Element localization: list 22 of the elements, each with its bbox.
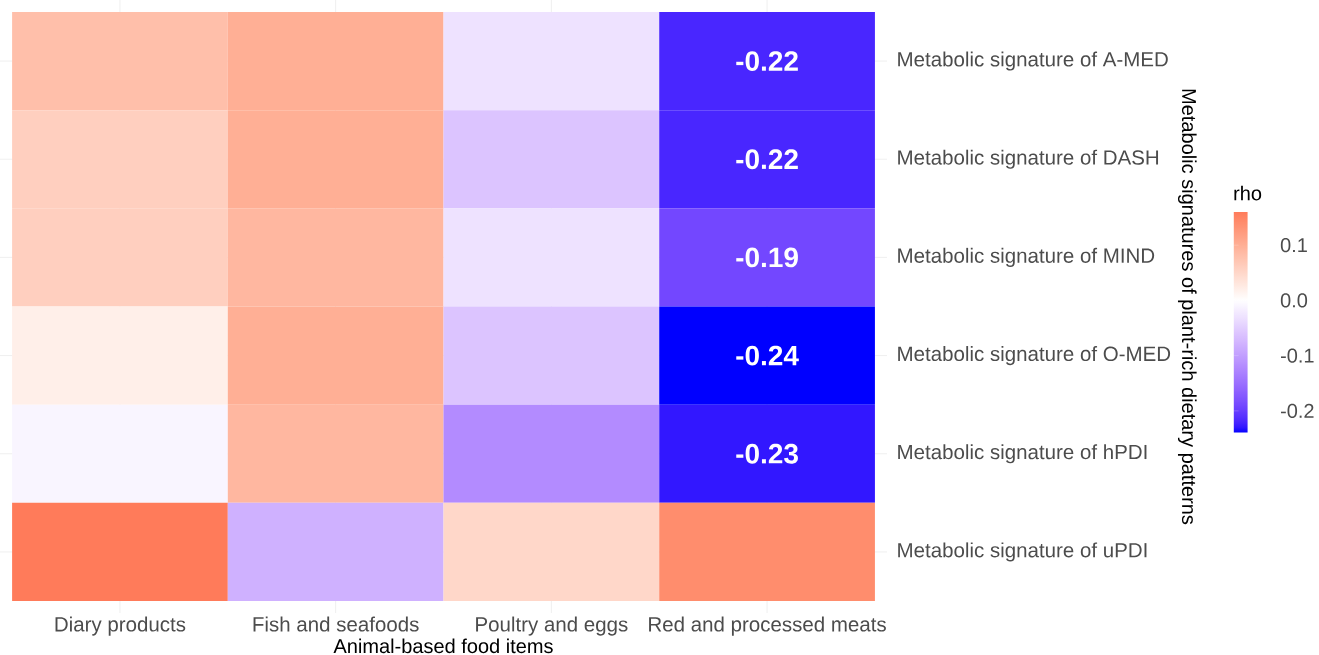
x-tick-label: Red and processed meats [649, 616, 886, 636]
color-bar-label: 0.0 [1280, 293, 1308, 308]
y-tick-label: Metabolic signature of MIND [898, 247, 1155, 267]
y-tick-label: Metabolic signature of uPDI [898, 542, 1147, 562]
x-tick-label: Diary products [55, 616, 186, 636]
y-tick-label: Metabolic signature of A-MED [898, 51, 1168, 71]
y-tick-label: Metabolic signature of O-MED [898, 346, 1171, 366]
x-tick-label: Fish and seafoods [253, 616, 419, 632]
data-label: -0.22 [736, 51, 798, 71]
y-axis-title: Metabolic signatures of plant-rich dietary patterns [1177, 89, 1197, 525]
x-tick-label: Poultry and eggs [476, 616, 628, 636]
x-axis-title: Animal-based food items [333, 638, 553, 654]
y-tick-label: Metabolic signature of DASH [898, 149, 1159, 169]
data-label: -0.19 [736, 247, 798, 268]
data-label: -0.23 [736, 443, 798, 464]
data-label: -0.24 [736, 345, 799, 366]
color-bar-label: -0.1 [1280, 348, 1314, 363]
color-bar-label: -0.2 [1280, 403, 1314, 418]
y-tick-label: Metabolic signature of hPDI [898, 444, 1147, 464]
color-bar-title: rho [1234, 185, 1262, 201]
color-bar-label: 0.1 [1280, 238, 1307, 253]
data-label: -0.22 [736, 149, 798, 170]
